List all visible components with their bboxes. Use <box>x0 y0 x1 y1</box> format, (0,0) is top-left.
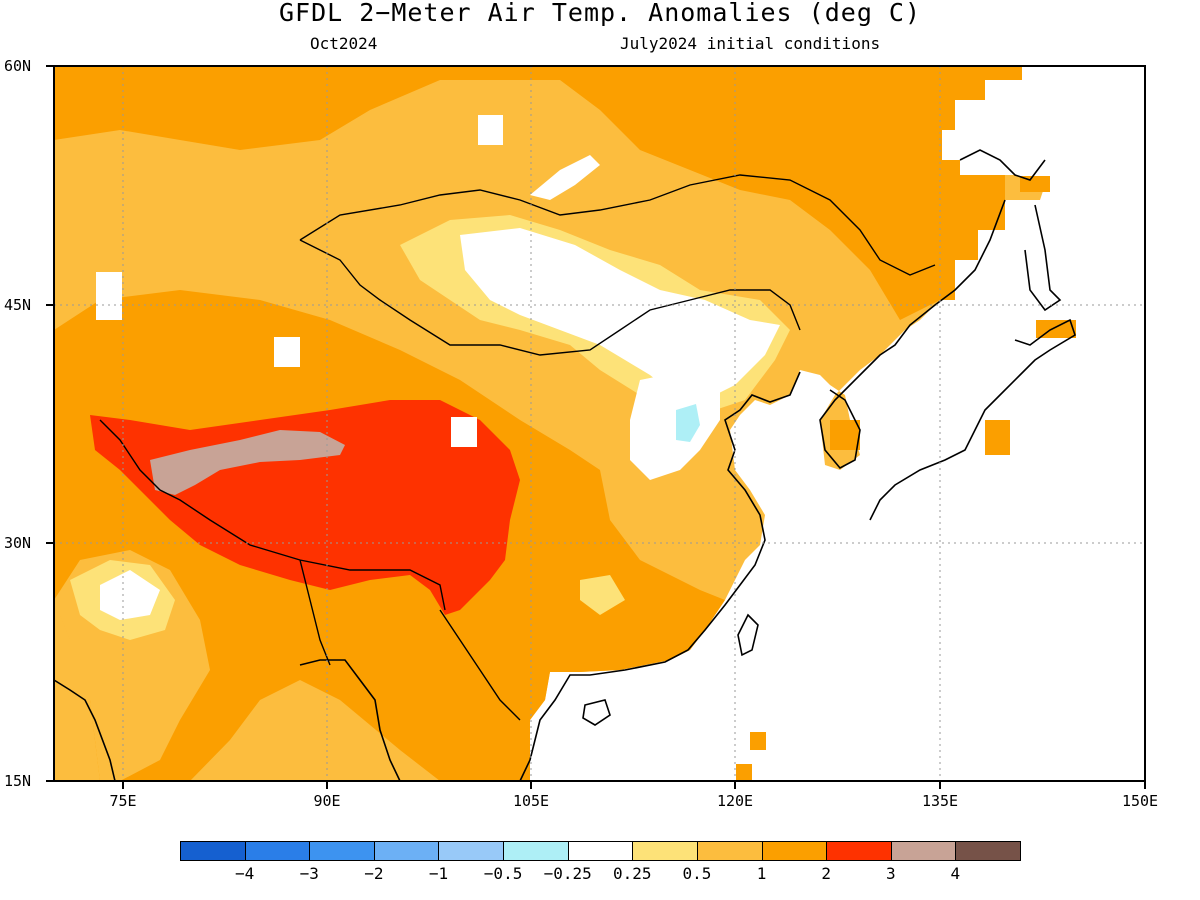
lon-label-105e: 105E <box>512 792 550 810</box>
coastline-india <box>53 659 401 782</box>
lon-label-90e: 90E <box>313 792 341 810</box>
colorbar-cell <box>244 841 311 861</box>
lon-label-120e: 120E <box>716 792 754 810</box>
lon-label-135e: 135E <box>921 792 959 810</box>
lon-label-75e: 75E <box>109 792 137 810</box>
land-very-hot-kunlun <box>150 430 345 495</box>
map-frame <box>53 65 1146 782</box>
colorbar-cell <box>373 841 440 861</box>
land-white-north-china <box>630 370 720 480</box>
colorbar-cell <box>761 841 828 861</box>
colorbar-label: −0.25 <box>543 864 592 883</box>
colorbar-label: 4 <box>950 864 961 883</box>
land-warm-siberia <box>54 66 1022 320</box>
korea-warm-cell <box>830 420 860 450</box>
land-pale-east-china <box>580 575 625 615</box>
lon-label-150e: 150E <box>1121 792 1159 810</box>
lake-balkhash <box>274 337 300 367</box>
coastline-east-asia <box>519 149 1046 782</box>
coastline-taiwan <box>737 613 759 657</box>
colorbar-label: 2 <box>821 864 831 883</box>
colorbar-cell <box>632 841 698 861</box>
map-title: GFDL 2−Meter Air Temp. Anomalies (deg C) <box>278 0 922 27</box>
colorbar-label: −2 <box>364 864 384 883</box>
colorbar-cell <box>503 841 569 861</box>
colorbar-label: 0.25 <box>613 864 652 883</box>
land-white-india <box>100 570 160 620</box>
colorbar-label: 0.5 <box>682 864 712 883</box>
colorbar-cell <box>955 841 1021 861</box>
lat-label-30n: 30N <box>4 534 32 552</box>
colorbar <box>180 841 1021 863</box>
colorbar-label: −4 <box>234 864 255 883</box>
initial-conditions: July2024 initial conditions <box>620 34 881 53</box>
land-cool-patch <box>676 404 700 442</box>
philippines-warm-cell-2 <box>736 764 752 781</box>
philippines-warm-cell <box>750 732 766 750</box>
lake-qinghai <box>451 417 477 447</box>
grid-lines <box>54 66 1145 781</box>
colorbar-cell <box>890 841 957 861</box>
colorbar-cell <box>438 841 505 861</box>
colorbar-cell <box>826 841 892 861</box>
lat-label-45n: 45N <box>4 296 32 314</box>
lat-label-60n: 60N <box>4 57 32 75</box>
colorbar-cell <box>696 841 763 861</box>
land-white-mongolia <box>460 228 780 400</box>
lake-north <box>478 115 503 145</box>
colorbar-label: −3 <box>299 864 319 883</box>
colorbar-cell <box>180 841 246 861</box>
lake-baikal <box>530 155 600 200</box>
coastline-japan <box>869 204 1076 521</box>
japan-warm-cell <box>985 420 1010 455</box>
colorbar-cell <box>567 841 634 861</box>
colorbar-label: 3 <box>885 864 896 883</box>
colorbar-cell <box>309 841 375 861</box>
forecast-month: Oct2024 <box>310 34 378 53</box>
coastline-hainan <box>582 699 611 726</box>
colorbar-label: −0.5 <box>483 864 523 883</box>
lat-label-15n: 15N <box>4 772 32 790</box>
lake-aral <box>96 272 122 320</box>
colorbar-label: 1 <box>756 864 767 883</box>
colorbar-label: −1 <box>428 864 449 883</box>
country-borders <box>99 174 936 721</box>
